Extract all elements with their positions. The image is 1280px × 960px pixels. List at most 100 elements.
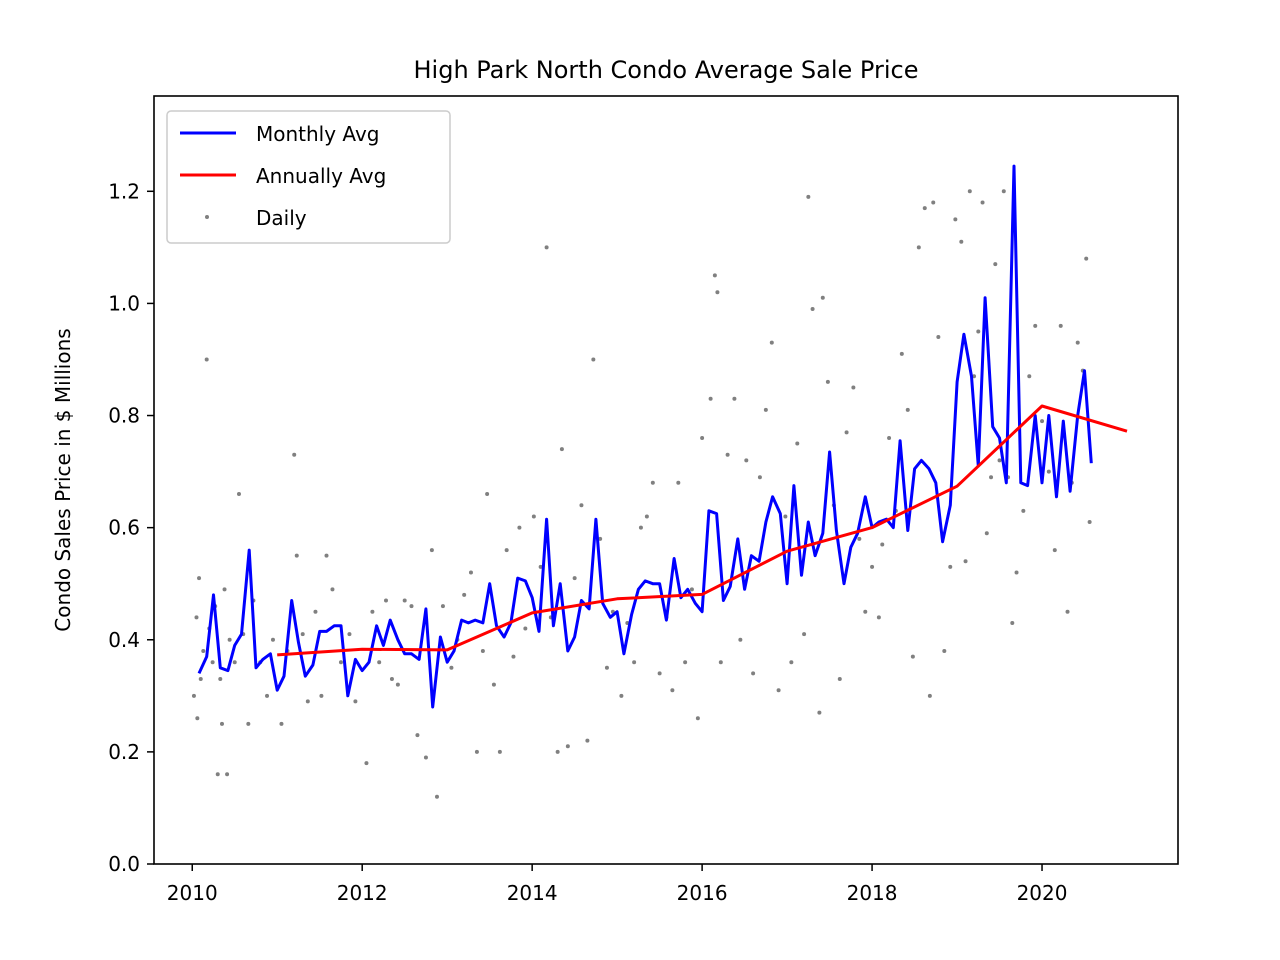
daily-point: [708, 396, 713, 401]
daily-point: [959, 239, 964, 244]
chart-title: High Park North Condo Average Sale Price: [414, 56, 919, 84]
daily-point: [857, 536, 862, 541]
y-tick-label: 0.6: [108, 516, 140, 540]
daily-point: [795, 441, 800, 446]
daily-point: [236, 492, 241, 497]
daily-point: [683, 660, 688, 665]
daily-point: [1087, 520, 1092, 525]
daily-point: [870, 564, 875, 569]
monthly-avg-line: [197, 164, 1093, 709]
daily-point: [763, 407, 768, 412]
daily-point: [538, 564, 543, 569]
daily-point: [604, 665, 609, 670]
daily-point: [751, 671, 756, 676]
daily-point: [370, 609, 375, 614]
x-tick-label: 2012: [337, 881, 388, 905]
daily-point: [715, 290, 720, 295]
legend-monthly-label: Monthly Avg: [256, 122, 379, 146]
daily-point: [389, 677, 394, 682]
daily-point: [591, 357, 596, 362]
daily-point: [191, 693, 196, 698]
daily-point: [544, 245, 549, 250]
daily-point: [197, 576, 202, 581]
daily-point: [201, 648, 206, 653]
daily-point: [967, 189, 972, 194]
daily-point: [504, 548, 509, 553]
daily-point: [817, 710, 822, 715]
daily-point: [825, 379, 830, 384]
daily-point: [531, 514, 536, 519]
daily-point: [313, 609, 318, 614]
y-axis-label: Condo Sales Price in $ Millions: [51, 328, 75, 631]
daily-point: [523, 626, 528, 631]
daily-point: [820, 295, 825, 300]
daily-point: [517, 525, 522, 530]
daily-point: [440, 604, 445, 609]
annual-avg-line: [277, 404, 1128, 657]
daily-point: [227, 637, 232, 642]
y-tick-label: 0.8: [108, 404, 140, 428]
daily-point: [657, 671, 662, 676]
x-tick-label: 2020: [1017, 881, 1068, 905]
daily-point: [993, 262, 998, 267]
daily-point: [927, 693, 932, 698]
daily-point: [215, 772, 220, 777]
x-tick-label: 2016: [677, 881, 728, 905]
daily-point: [783, 514, 788, 519]
daily-point: [837, 677, 842, 682]
legend-daily-label: Daily: [256, 206, 307, 230]
daily-point: [1014, 570, 1019, 575]
daily-point: [497, 749, 502, 754]
daily-point: [511, 654, 516, 659]
daily-point: [718, 660, 723, 665]
daily-point: [279, 721, 284, 726]
daily-point: [423, 755, 428, 760]
daily-point: [364, 761, 369, 766]
daily-point: [644, 514, 649, 519]
daily-point: [292, 452, 297, 457]
daily-point: [989, 475, 994, 480]
daily-point: [676, 480, 681, 485]
daily-point: [300, 632, 305, 637]
daily-point: [330, 587, 335, 592]
daily-point: [789, 660, 794, 665]
daily-point: [632, 660, 637, 665]
daily-point: [1046, 469, 1051, 474]
legend: Monthly Avg Annually Avg Daily: [166, 110, 451, 244]
daily-point: [324, 553, 329, 558]
daily-point: [232, 660, 237, 665]
daily-point: [485, 492, 490, 497]
daily-point: [559, 447, 564, 452]
daily-point: [1010, 620, 1015, 625]
daily-point: [844, 430, 849, 435]
daily-point: [579, 503, 584, 508]
daily-point: [619, 693, 624, 698]
daily-point: [449, 665, 454, 670]
y-axis: 0.0 0.2 0.4 0.6 0.8 1.0 1.2: [108, 179, 154, 876]
daily-point: [806, 194, 811, 199]
daily-point: [1021, 508, 1026, 513]
daily-point: [218, 677, 223, 682]
legend-box: [166, 110, 451, 244]
daily-point: [225, 772, 230, 777]
daily-point: [195, 716, 200, 721]
legend-daily-swatch: [205, 215, 209, 219]
daily-point: [305, 699, 310, 704]
daily-point: [744, 458, 749, 463]
daily-point: [565, 744, 570, 749]
daily-point: [942, 648, 947, 653]
daily-point: [910, 654, 915, 659]
daily-point: [402, 598, 407, 603]
daily-point: [984, 531, 989, 536]
y-tick-label: 1.0: [108, 291, 140, 315]
daily-point: [474, 749, 479, 754]
daily-point: [963, 559, 968, 564]
daily-point: [887, 435, 892, 440]
x-tick-label: 2014: [507, 881, 558, 905]
daily-point: [1084, 256, 1089, 261]
daily-point: [491, 682, 496, 687]
daily-point: [198, 677, 203, 682]
daily-point: [638, 525, 643, 530]
daily-point: [1033, 323, 1038, 328]
